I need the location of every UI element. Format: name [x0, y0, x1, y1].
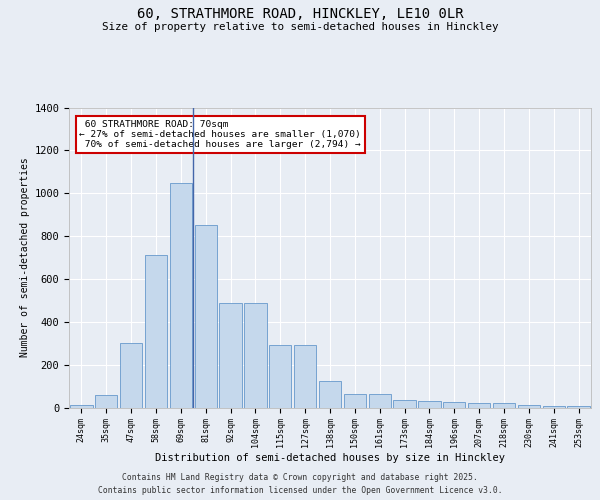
- Bar: [542, 406, 565, 407]
- Bar: [319, 380, 341, 407]
- Y-axis label: Number of semi-detached properties: Number of semi-detached properties: [20, 158, 30, 358]
- Bar: [344, 394, 366, 407]
- Text: Size of property relative to semi-detached houses in Hinckley: Size of property relative to semi-detach…: [102, 22, 498, 32]
- Bar: [145, 256, 167, 408]
- Bar: [70, 406, 92, 407]
- Bar: [493, 403, 515, 407]
- X-axis label: Distribution of semi-detached houses by size in Hinckley: Distribution of semi-detached houses by …: [155, 453, 505, 463]
- Text: Contains HM Land Registry data © Crown copyright and database right 2025.: Contains HM Land Registry data © Crown c…: [122, 472, 478, 482]
- Bar: [269, 346, 292, 408]
- Bar: [170, 182, 192, 408]
- Bar: [418, 401, 440, 407]
- Bar: [568, 406, 590, 407]
- Bar: [120, 343, 142, 407]
- Bar: [518, 406, 540, 407]
- Bar: [368, 394, 391, 407]
- Bar: [443, 402, 466, 407]
- Bar: [194, 226, 217, 408]
- Bar: [244, 302, 266, 408]
- Bar: [394, 400, 416, 407]
- Text: 60, STRATHMORE ROAD, HINCKLEY, LE10 0LR: 60, STRATHMORE ROAD, HINCKLEY, LE10 0LR: [137, 8, 463, 22]
- Bar: [468, 403, 490, 407]
- Text: 60 STRATHMORE ROAD: 70sqm
← 27% of semi-detached houses are smaller (1,070)
 70%: 60 STRATHMORE ROAD: 70sqm ← 27% of semi-…: [79, 120, 361, 150]
- Bar: [220, 302, 242, 408]
- Bar: [294, 346, 316, 408]
- Text: Contains public sector information licensed under the Open Government Licence v3: Contains public sector information licen…: [98, 486, 502, 495]
- Bar: [95, 394, 118, 407]
